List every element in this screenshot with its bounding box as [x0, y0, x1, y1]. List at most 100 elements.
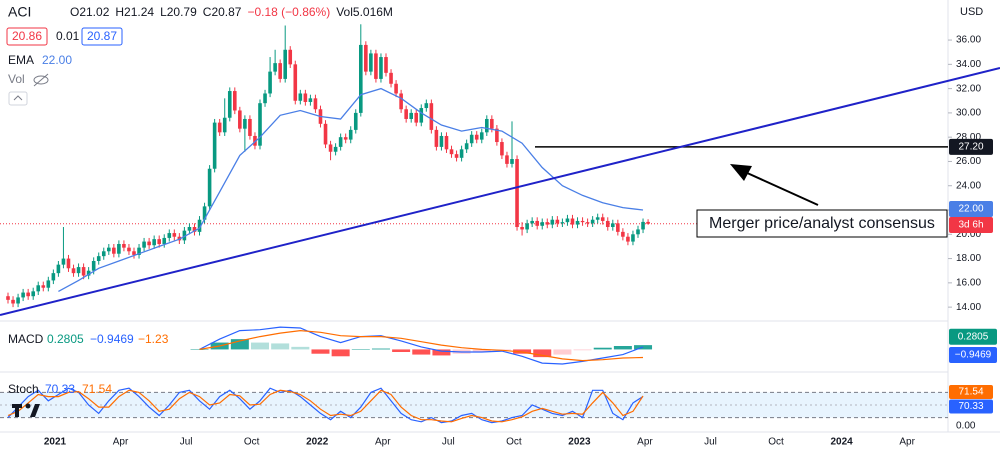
macd-histogram-bar [331, 349, 350, 357]
ohlc-value: H21.24 [115, 5, 154, 19]
candle-body [26, 292, 30, 297]
candle-body [86, 270, 91, 276]
stoch-k-badge: 70.33 [958, 401, 983, 412]
ask: 20.87 [87, 29, 117, 43]
candle-body [117, 244, 121, 254]
candle-body [233, 91, 237, 111]
annotation-box [696, 209, 948, 238]
candle-body [444, 135, 449, 150]
candle-body [550, 219, 555, 225]
candle-body [51, 273, 56, 281]
candle-body [485, 118, 489, 133]
candle-body [530, 220, 534, 224]
candle-body [167, 233, 172, 238]
stoch-d-badge: 71.54 [958, 387, 983, 398]
signal-badge-bg [949, 346, 997, 363]
candle-body [6, 296, 10, 300]
candle-body [611, 223, 615, 228]
ohlc-legend: O21.02 H21.24 L20.79 C20.87 −0.18 (−0.86%) Vo… [70, 5, 393, 19]
macd-signal-line [199, 329, 644, 362]
candle-body [338, 137, 343, 147]
candle-body [56, 264, 61, 274]
candle-body [343, 137, 348, 140]
candle-body [112, 247, 116, 254]
logo [12, 403, 40, 417]
macd-histogram-bar [613, 346, 632, 350]
y-tick-label: 30.00 [956, 108, 981, 119]
macd-histogram-bar [371, 348, 390, 350]
candle-body [621, 231, 625, 237]
candle-body [147, 241, 151, 246]
candle-body [560, 222, 565, 224]
macd-histogram-bar [432, 349, 451, 356]
level-badge: 27.20 [958, 142, 983, 153]
candle-body [641, 221, 645, 230]
candle-body [137, 247, 141, 255]
trend-line [0, 67, 1000, 316]
hidden-icon[interactable] [33, 73, 49, 87]
stoch-k-value: 70.33 [45, 382, 75, 396]
ema-badge-bg [949, 201, 993, 218]
candle-body [263, 93, 267, 104]
macd-histogram-bar [230, 339, 249, 350]
bid-box [6, 27, 48, 46]
candle-body [127, 247, 131, 252]
x-tick-label: Oct [506, 437, 522, 448]
y-tick-label: 36.00 [956, 35, 981, 46]
stoch-k-line [7, 387, 644, 424]
candle-body [600, 217, 605, 221]
x-tick-label: 2024 [830, 437, 853, 448]
candle-body [474, 134, 479, 140]
candle-body [419, 108, 424, 123]
candle-body [76, 267, 81, 274]
candle-body [71, 268, 76, 274]
macd-histogram-bar [251, 342, 269, 350]
macd-histogram-bar [311, 349, 330, 354]
candle-body [434, 129, 439, 147]
candle-body [459, 149, 464, 158]
candle-body [243, 118, 247, 129]
candle-body [631, 234, 635, 242]
macd-histogram-bar [553, 349, 572, 355]
ask-box [81, 27, 123, 46]
x-tick-label: 2022 [306, 437, 329, 448]
candle-body [540, 222, 545, 226]
candle-body [555, 219, 560, 224]
candle-body [61, 258, 66, 265]
y-tick-label: 18.00 [956, 253, 981, 264]
candle-body [36, 285, 41, 292]
macd-histogram-bar [351, 349, 370, 350]
candle-body [16, 297, 20, 304]
candle-body [333, 146, 338, 152]
candle-body [515, 159, 519, 228]
candle-body [570, 218, 575, 225]
candle-body [595, 217, 600, 220]
macd-histogram-bar [593, 347, 612, 350]
candle-body [308, 98, 313, 102]
candle-body [626, 236, 630, 242]
collapse-button[interactable] [8, 91, 28, 106]
candle-body [182, 230, 187, 241]
candle-body [142, 241, 146, 248]
x-tick-label: 2023 [568, 437, 591, 448]
candle-body [162, 237, 167, 245]
candle-body [293, 64, 298, 101]
candle-body [253, 135, 257, 146]
ema-value: 22.00 [42, 53, 72, 67]
macd-signal-value: −0.9469 [90, 332, 134, 346]
candle-body [359, 44, 363, 113]
candle-body [374, 53, 378, 79]
plot: 14.00 16.00 18.00 20.00 22.00 24.00 26.00 28.00… [0, 24, 997, 448]
macd-histogram-bar [533, 349, 552, 358]
y-tick-label: 14.00 [956, 302, 981, 313]
candle-body [479, 132, 484, 140]
candle-body [248, 118, 252, 136]
candle-body [238, 110, 242, 129]
candle-body [132, 251, 136, 255]
countdown-badge: 3d 6h [958, 220, 983, 231]
macd-histogram-bar [190, 349, 209, 350]
candle-body [323, 123, 328, 145]
candle-body [505, 155, 509, 164]
y-tick-label: 34.00 [956, 59, 981, 70]
